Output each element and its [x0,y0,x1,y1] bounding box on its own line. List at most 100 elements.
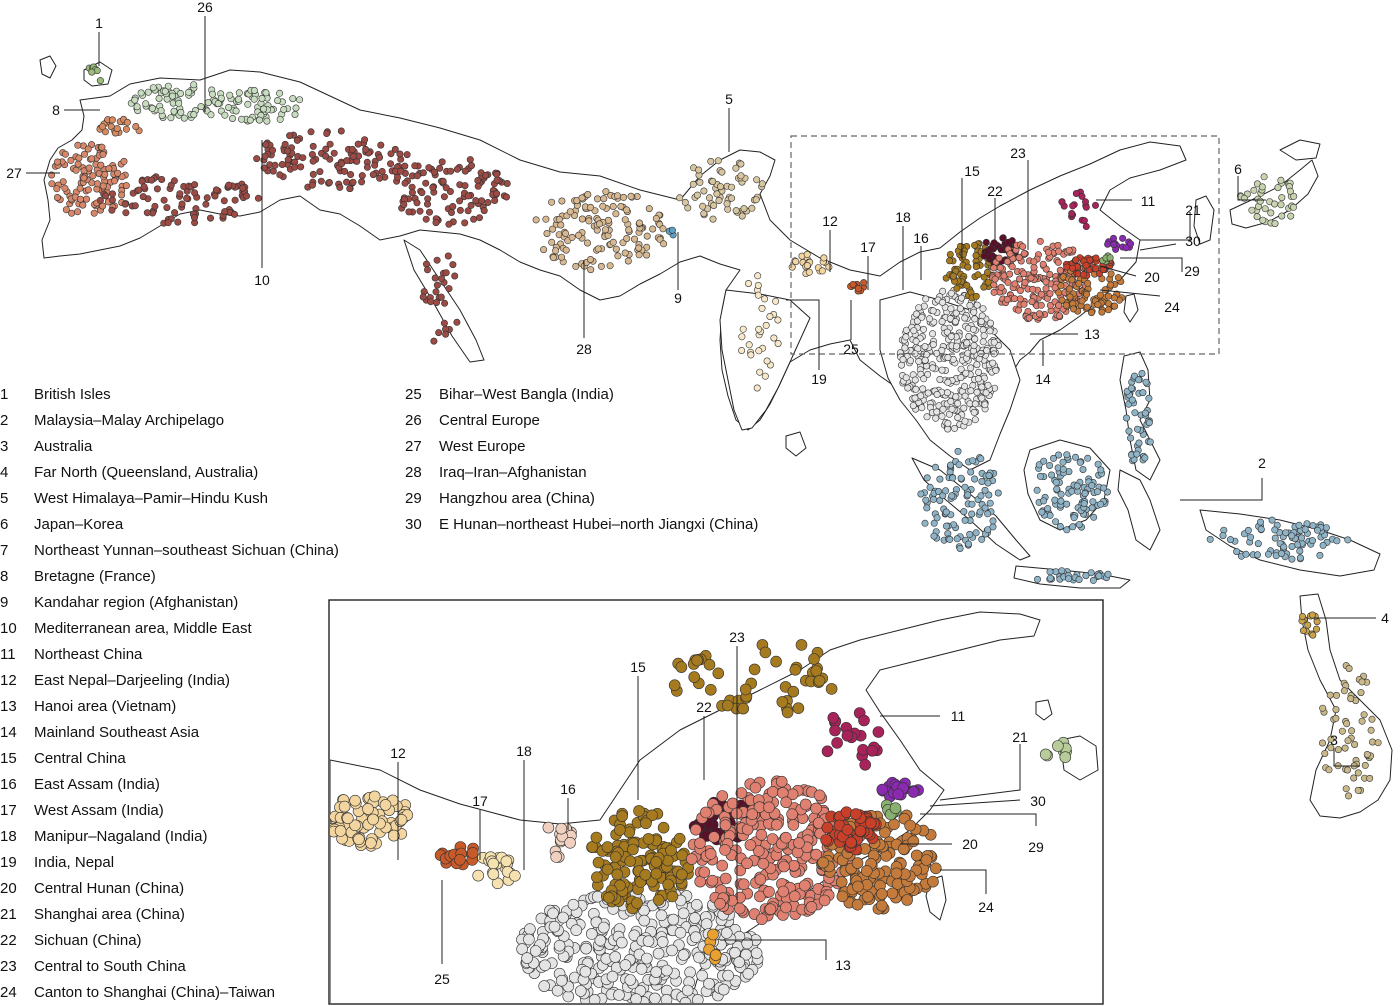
cluster-3-point [1367,726,1375,734]
cluster-5-point [689,180,697,188]
cluster-23-point [1004,278,1012,286]
cluster-27-point [74,141,82,149]
cluster-2-point [1135,376,1143,384]
cluster-14-point [912,310,920,318]
cluster-6-point [1267,209,1275,217]
cluster-24-point [888,818,900,831]
cluster-23-point [1065,246,1073,254]
legend-id-3: 3 [0,438,8,455]
cluster-23-point [1055,301,1063,309]
cluster-28-point [548,238,556,246]
cluster-23-point [746,808,759,821]
cluster-23-point [698,866,711,879]
cluster-24-point [1078,297,1086,305]
cluster-2-point [1271,534,1279,542]
legend-id-17: 17 [0,802,17,819]
cluster-2-point [1075,521,1083,529]
cluster-10-point [203,194,211,202]
cluster-15-point [946,251,954,259]
cluster-26-point [137,89,145,97]
cluster-10-point [148,176,156,184]
cluster-10-point [336,183,344,191]
cluster-10-point [293,136,301,144]
cluster-19-point [772,297,780,305]
cluster-26-point [148,104,156,112]
cluster-15-point [813,674,826,687]
cluster-23-point [1029,285,1037,293]
cluster-2-point [1247,533,1255,541]
legend-id-1: 1 [0,386,8,403]
cluster-14-point [681,984,694,997]
cluster-28-point [602,188,610,196]
cluster-15-point [739,683,752,696]
cluster-30-point [1110,241,1118,249]
cluster-28-point [532,216,540,224]
cluster-23-point [813,789,826,802]
cluster-14-point [969,325,977,333]
cluster-17-point [860,279,868,287]
cluster-23-point [1019,243,1027,251]
cluster-24-point [1058,296,1066,304]
cluster-12-point [367,813,379,826]
cluster-2-point [1145,394,1153,402]
cluster-8-point [107,123,115,131]
cluster-27-point [53,158,61,166]
cluster-15-point [737,702,750,715]
legend-id-22: 22 [0,932,17,949]
cluster-5-point [693,191,701,199]
cluster-20-point [1072,256,1080,264]
cluster-2-point [1319,541,1327,549]
cluster-10-point [408,189,416,197]
cluster-15-point [795,639,808,651]
cluster-14-point [929,341,937,349]
cluster-14-point [961,314,969,322]
cluster-23-point [694,837,706,850]
cluster-12-point [352,833,365,846]
cluster-11-point [831,737,843,749]
cluster-10-point [191,189,199,197]
cluster-14-point [951,424,959,432]
cluster-20-point [840,806,853,819]
label-20: 20 [1144,269,1160,285]
cluster-2-point [1056,522,1064,530]
cluster-28-point [566,208,574,216]
cluster-2-point [1052,478,1060,486]
cluster-14-point [921,356,929,364]
cluster-10-point [464,192,472,200]
cluster-6-point [1271,220,1279,228]
cluster-2-point [1131,409,1139,417]
cluster-10-point [358,172,366,180]
cluster-24-point [1062,301,1070,309]
cluster-21-point [1052,740,1064,752]
cluster-2-point [1075,575,1083,583]
cluster-14-point [978,394,986,402]
cluster-2-point [957,474,965,482]
cluster-27-point [111,177,119,185]
cluster-14-point [989,359,997,367]
cluster-10-point [316,168,324,176]
cluster-15-point [614,879,626,892]
cluster-23-point [690,823,702,836]
cluster-14-point [947,305,955,313]
cluster-19-point [761,295,769,303]
cluster-5-point [709,215,717,223]
cluster-11-point [1078,192,1086,200]
label-23: 23 [1010,145,1026,161]
cluster-14-point [973,361,981,369]
cluster-14-point [936,375,944,383]
cluster-26-point [250,95,258,103]
cluster-22-point [997,246,1005,254]
cluster-10-point [325,179,333,187]
cluster-23-point [990,264,998,272]
cluster-10-point [413,172,421,180]
cluster-2-point [1135,439,1143,447]
cluster-12-point [362,803,374,815]
cluster-2-point [972,529,980,537]
cluster-27-point [75,154,83,162]
cluster-1-point [88,68,96,76]
cluster-2-point [1288,542,1296,550]
cluster-3-point [1327,744,1335,752]
cluster-10-point [456,197,464,205]
cluster-11-point [827,711,840,724]
